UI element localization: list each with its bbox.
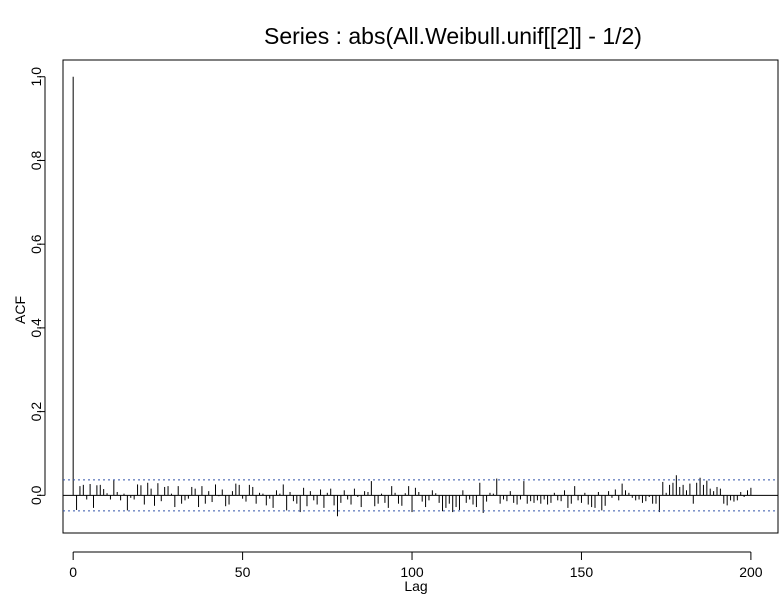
x-tick-label: 200 xyxy=(739,564,763,580)
y-tick-label: 0.4 xyxy=(28,318,44,338)
y-tick-label: 0.6 xyxy=(28,234,44,254)
y-tick-label: 1.0 xyxy=(28,67,44,87)
x-tick-label: 0 xyxy=(69,564,77,580)
y-axis-label: ACF xyxy=(12,296,28,324)
acf-bars xyxy=(72,76,752,517)
y-tick-label: 0.0 xyxy=(28,485,44,505)
x-axis-label: Lag xyxy=(404,578,427,594)
plot-frame xyxy=(62,59,779,534)
x-axis: 0 50 100 150 200 xyxy=(69,551,763,580)
x-tick-label: 150 xyxy=(570,564,594,580)
y-tick-label: 0.2 xyxy=(28,402,44,422)
chart-title: Series : abs(All.Weibull.unif[[2]] - 1/2… xyxy=(264,23,642,49)
y-axis: 0.0 0.2 0.4 0.6 0.8 1.0 xyxy=(28,67,46,505)
x-tick-label: 50 xyxy=(235,564,251,580)
y-tick-label: 0.8 xyxy=(28,151,44,171)
x-tick-label: 100 xyxy=(400,564,424,580)
